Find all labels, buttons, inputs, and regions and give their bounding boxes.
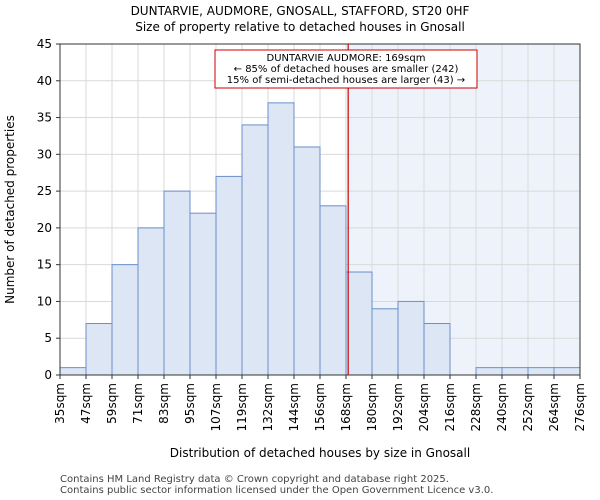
y-tick-label: 5 [44,331,52,345]
x-tick-label: 83sqm [157,383,171,424]
x-tick-label: 276sqm [573,383,587,431]
y-tick-label: 45 [37,37,52,51]
footer-line-2: Contains public sector information licen… [60,485,494,496]
bar [241,124,269,376]
chart-plot: 0 5 10 15 20 25 30 35 40 45 35sqm 47sqm 59sqm 71sqm 83… [3,37,587,460]
bar [397,300,425,376]
bar [475,367,503,376]
y-tick-label: 40 [37,74,52,88]
bar [319,205,347,376]
y-tick-label: 30 [37,147,52,161]
x-tick-label: 119sqm [235,383,249,431]
chart-title: DUNTARVIE, AUDMORE, GNOSALL, STAFFORD, S… [130,4,470,18]
bar [85,323,113,376]
x-tick-label: 168sqm [339,383,353,431]
annotation-text: DUNTARVIE AUDMORE: 169sqm [267,53,426,64]
bar [371,308,399,376]
footer-line-1: Contains HM Land Registry data © Crown c… [60,474,449,485]
x-tick-label: 240sqm [495,383,509,431]
x-tick-label: 192sqm [391,383,405,431]
bar [501,367,529,376]
x-tick-label: 132sqm [261,383,275,431]
y-axis-label: Number of detached properties [3,115,17,304]
y-tick-label: 10 [37,294,52,308]
bar [345,271,373,376]
bar [59,367,87,376]
bar [111,264,139,376]
bar [163,190,191,376]
annotation-box [214,49,478,89]
x-tick-label: 204sqm [417,383,431,431]
x-tick-label: 95sqm [183,383,197,424]
bar [267,102,295,376]
annotation-text: 15% of semi-detached houses are larger (… [227,75,465,86]
chart-subtitle: Size of property relative to detached ho… [135,20,465,34]
bar [553,367,581,376]
y-tick-label: 0 [44,368,52,382]
x-tick-label: 216sqm [443,383,457,431]
x-tick-label: 47sqm [79,383,93,424]
bar [293,146,321,376]
x-tick-label: 59sqm [105,383,119,424]
y-tick-label: 15 [37,258,52,272]
y-tick-label: 35 [37,111,52,125]
y-tick-label: 25 [37,184,52,198]
bar [423,323,451,376]
bar [137,227,165,376]
bar [189,212,217,376]
annotation-text: ← 85% of detached houses are smaller (24… [234,64,459,75]
x-tick-label: 107sqm [209,383,223,431]
x-tick-label: 144sqm [287,383,301,431]
x-tick-label: 156sqm [313,383,327,431]
x-axis-label: Distribution of detached houses by size … [170,446,470,460]
bar [527,367,555,376]
x-tick-label: 252sqm [521,383,535,431]
y-tick-label: 20 [37,221,52,235]
bar [215,175,243,376]
x-tick-label: 35sqm [53,383,67,424]
x-tick-label: 180sqm [365,383,379,431]
x-tick-label: 228sqm [469,383,483,431]
x-tick-label: 264sqm [547,383,561,431]
x-tick-label: 71sqm [131,383,145,424]
